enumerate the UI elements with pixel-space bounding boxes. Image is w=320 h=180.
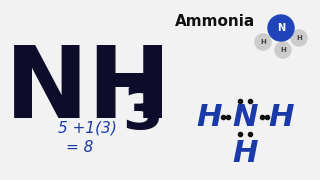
Text: NH: NH xyxy=(5,42,172,138)
Circle shape xyxy=(275,42,291,58)
Text: N: N xyxy=(277,23,285,33)
Text: H: H xyxy=(280,47,286,53)
Circle shape xyxy=(268,15,294,41)
Text: H: H xyxy=(260,39,266,45)
Circle shape xyxy=(291,30,307,46)
Text: H: H xyxy=(296,35,302,41)
Text: N: N xyxy=(232,103,258,132)
Circle shape xyxy=(255,34,271,50)
Text: H: H xyxy=(232,140,258,168)
Text: 3: 3 xyxy=(122,84,163,141)
Text: H: H xyxy=(268,103,294,132)
Text: 5 +1(3): 5 +1(3) xyxy=(58,120,117,136)
Text: H: H xyxy=(196,103,222,132)
Text: = 8: = 8 xyxy=(66,141,93,156)
Text: Ammonia: Ammonia xyxy=(175,15,255,30)
